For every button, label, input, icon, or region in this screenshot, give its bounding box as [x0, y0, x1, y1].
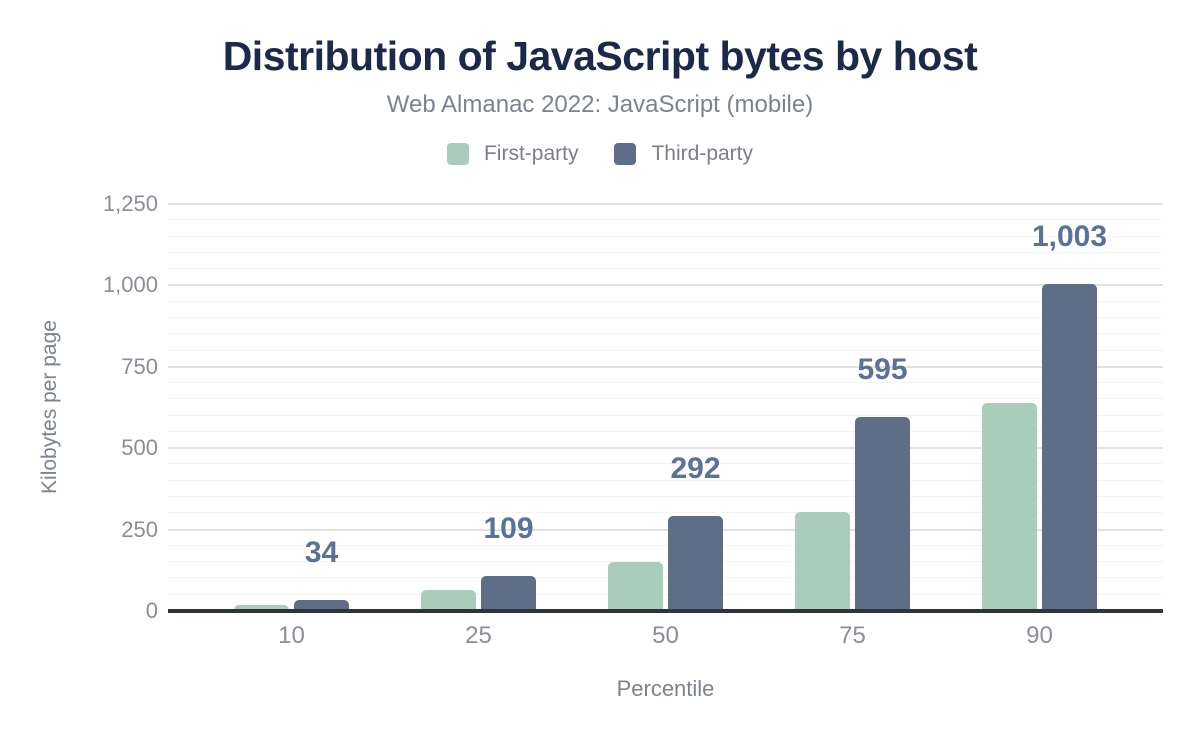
- bar-first-party-p25: [421, 589, 476, 611]
- gridline-minor: [168, 219, 1163, 221]
- y-tick-label: 500: [121, 435, 158, 461]
- x-tick-label-p10: 10: [278, 622, 305, 649]
- bar-first-party-p90: [982, 402, 1037, 611]
- gridline-minor: [168, 382, 1163, 384]
- x-tick-label-p50: 50: [652, 622, 679, 649]
- data-label-third-party-p75: 595: [857, 353, 908, 387]
- legend-label-first-party: First-party: [483, 142, 579, 165]
- bar-third-party-p90: 1,003: [1032, 220, 1107, 611]
- gridline-major: [168, 365, 1163, 368]
- gridline-minor: [168, 268, 1163, 270]
- legend-swatch-third-party: [614, 143, 637, 165]
- gridline-minor: [168, 577, 1163, 579]
- bar-group-p50: 292: [572, 204, 759, 611]
- gridline-major: [168, 528, 1163, 531]
- gridline-minor: [168, 398, 1163, 400]
- data-label-third-party-p50: 292: [670, 451, 721, 485]
- gridline-minor: [168, 235, 1163, 237]
- legend-item-first-party: First-party: [446, 142, 579, 166]
- bar-third-party-p10: 34: [294, 536, 349, 611]
- x-tick-label-p90: 90: [1026, 622, 1053, 649]
- gridline-minor: [168, 479, 1163, 481]
- y-tick-label: 250: [121, 516, 158, 542]
- data-label-third-party-p25: 109: [483, 511, 534, 545]
- legend-item-third-party: Third-party: [614, 142, 753, 166]
- x-axis-title: Percentile: [616, 676, 715, 701]
- y-tick-label: 1,000: [102, 272, 158, 298]
- plot-area: 34 109 292 595 1,003: [168, 203, 1163, 613]
- gridline-minor: [168, 300, 1163, 302]
- gridline-minor: [168, 333, 1163, 335]
- bar-group-p75: 595: [759, 204, 946, 611]
- gridline-minor: [168, 349, 1163, 351]
- bar-group-p25: 109: [385, 204, 572, 611]
- gridline-major: [168, 284, 1163, 287]
- y-tick-label: 1,250: [102, 191, 158, 216]
- data-label-third-party-p90: 1,003: [1031, 220, 1108, 254]
- gridline-minor: [168, 414, 1163, 416]
- gridline-minor: [168, 316, 1163, 318]
- legend-label-third-party: Third-party: [651, 142, 754, 165]
- gridline-minor: [168, 561, 1163, 563]
- legend-swatch-first-party: [446, 143, 469, 165]
- bar-first-party-p50: [608, 562, 663, 611]
- x-axis-tick-labels: 10 25 50 75 90: [168, 622, 1163, 652]
- chart-title: Distribution of JavaScript bytes by host: [222, 33, 978, 79]
- gridline-minor: [168, 512, 1163, 514]
- bar-third-party-p75: 595: [855, 353, 910, 611]
- x-axis-line: [168, 609, 1163, 613]
- gridline-major: [168, 203, 1163, 205]
- x-tick-label-p25: 25: [465, 622, 492, 649]
- legend: First-party Third-party: [0, 142, 1200, 166]
- bar-group-p10: 34: [198, 204, 385, 611]
- y-tick-label: 0: [145, 598, 158, 623]
- x-tick-label-p75: 75: [839, 622, 866, 649]
- y-tick-label: 750: [121, 353, 158, 379]
- gridline-minor: [168, 544, 1163, 546]
- bar-first-party-p10: [234, 604, 289, 611]
- gridline-minor: [168, 430, 1163, 432]
- gridline-major: [168, 447, 1163, 450]
- bar-third-party-p50: 292: [668, 452, 723, 611]
- gridline-minor: [168, 463, 1163, 465]
- gridline-minor: [168, 251, 1163, 253]
- data-label-third-party-p10: 34: [304, 535, 339, 569]
- bar-third-party-p25: 109: [481, 512, 536, 611]
- bar-first-party-p75: [795, 511, 850, 611]
- y-axis-tick-labels: 0 250 500 750 1,000 1,250: [0, 191, 158, 623]
- chart-subtitle: Web Almanac 2022: JavaScript (mobile): [386, 91, 814, 118]
- bar-group-p90: 1,003: [946, 204, 1133, 611]
- gridline-minor: [168, 496, 1163, 498]
- gridline-minor: [168, 593, 1163, 595]
